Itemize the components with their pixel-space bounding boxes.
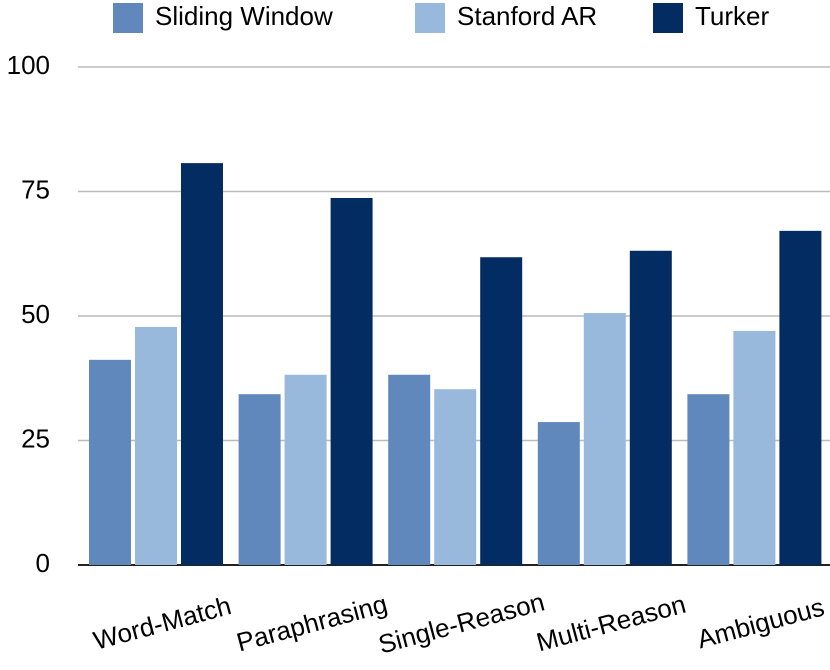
bar <box>583 313 626 565</box>
bar <box>238 394 281 565</box>
bar <box>779 230 822 566</box>
bar <box>537 422 580 565</box>
y-tick-label: 100 <box>7 50 50 80</box>
x-tick-label: Ambiguous <box>694 592 827 655</box>
legend-swatch <box>415 3 445 33</box>
y-tick-label: 25 <box>21 423 50 453</box>
bar <box>629 250 672 565</box>
y-tick-label: 0 <box>36 548 50 578</box>
legend-label: Sliding Window <box>155 1 333 31</box>
legend-label: Turker <box>695 1 769 31</box>
x-tick-label: Multi-Reason <box>533 589 689 658</box>
bar <box>733 330 776 565</box>
x-tick-label: Word-Match <box>90 590 234 655</box>
x-tick-label: Single-Reason <box>375 586 548 659</box>
y-tick-label: 75 <box>21 174 50 204</box>
legend-swatch <box>113 3 143 33</box>
bar <box>687 394 730 565</box>
bar <box>480 257 523 565</box>
y-tick-label: 50 <box>21 299 50 329</box>
bar <box>89 359 131 565</box>
bar <box>388 374 431 565</box>
bar <box>181 163 223 565</box>
bar <box>434 389 477 565</box>
legend-swatch <box>653 3 683 33</box>
legend-label: Stanford AR <box>457 1 597 31</box>
bar <box>330 197 373 565</box>
bar <box>284 374 327 565</box>
bar <box>135 326 177 565</box>
x-tick-label: Paraphrasing <box>233 588 390 657</box>
